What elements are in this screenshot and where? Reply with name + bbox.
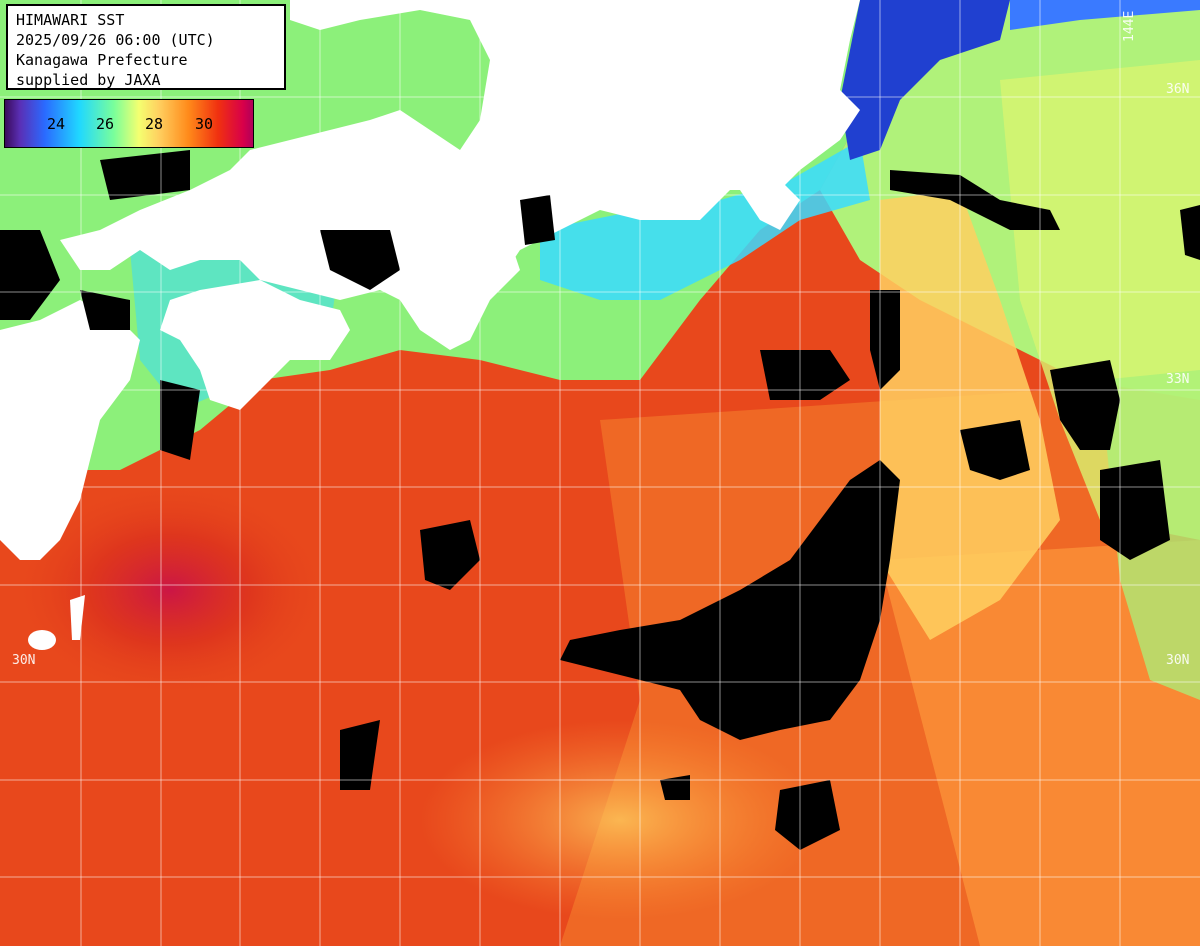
yakushima-land [28,630,56,650]
cloud-west-1 [0,230,60,320]
yellow-band-east [880,190,1060,640]
scale-tick-24: 24 [47,115,66,133]
scale-tick-26: 26 [96,115,115,133]
cloud-south-1 [775,780,840,850]
cloud-main [560,460,900,740]
cloud-mid-2 [760,350,850,400]
region-text: Kanagawa Prefecture [16,51,188,69]
cloud-shikoku [320,230,400,290]
cloud-west-3 [160,380,200,460]
cloud-kii [520,195,555,245]
cold-sea-ne-fringe [1010,0,1200,30]
cloud-east-3 [1100,460,1170,560]
cloud-mid-1 [870,290,900,390]
cloud-east-1 [1050,360,1120,450]
lat-label-33n: 33N [1166,372,1190,387]
info-box: HIMAWARI SST 2025/09/26 06:00 (UTC) Kana… [6,4,286,90]
scale-tick-28: 28 [145,115,164,133]
lat-label-30n-left: 30N [12,653,36,668]
cloud-east-4 [1180,205,1200,260]
honshu-land [60,0,860,330]
timestamp-text: 2025/09/26 06:00 (UTC) [16,31,215,49]
shikoku-land [160,280,350,410]
hot-spot [10,480,330,700]
cloud-mid-3 [420,520,480,590]
lon-label-136e: 136E [482,8,497,40]
lon-label-144e: 144E [1122,10,1137,42]
lat-label-36n: 36N [1166,82,1190,97]
cyan-sea-bay [540,140,870,300]
small-island [10,378,28,405]
izu-land [740,180,800,230]
lat-label-30n-right: 30N [1166,653,1190,668]
color-scale-bar: 24 26 28 30 [4,99,254,148]
cloud-west-4 [100,150,190,200]
source-text: supplied by JAXA [16,71,161,89]
cloud-north-band [890,170,1060,230]
cloud-south-2 [340,720,380,790]
kyushu-land [0,300,140,560]
title-text: HIMAWARI SST [16,11,125,29]
cloud-south-3 [660,775,690,800]
cloud-west-2 [80,290,130,330]
scale-tick-30: 30 [195,115,214,133]
kii-land [400,210,520,350]
cloud-east-2 [960,420,1030,480]
cold-sea-ne [840,0,1010,160]
